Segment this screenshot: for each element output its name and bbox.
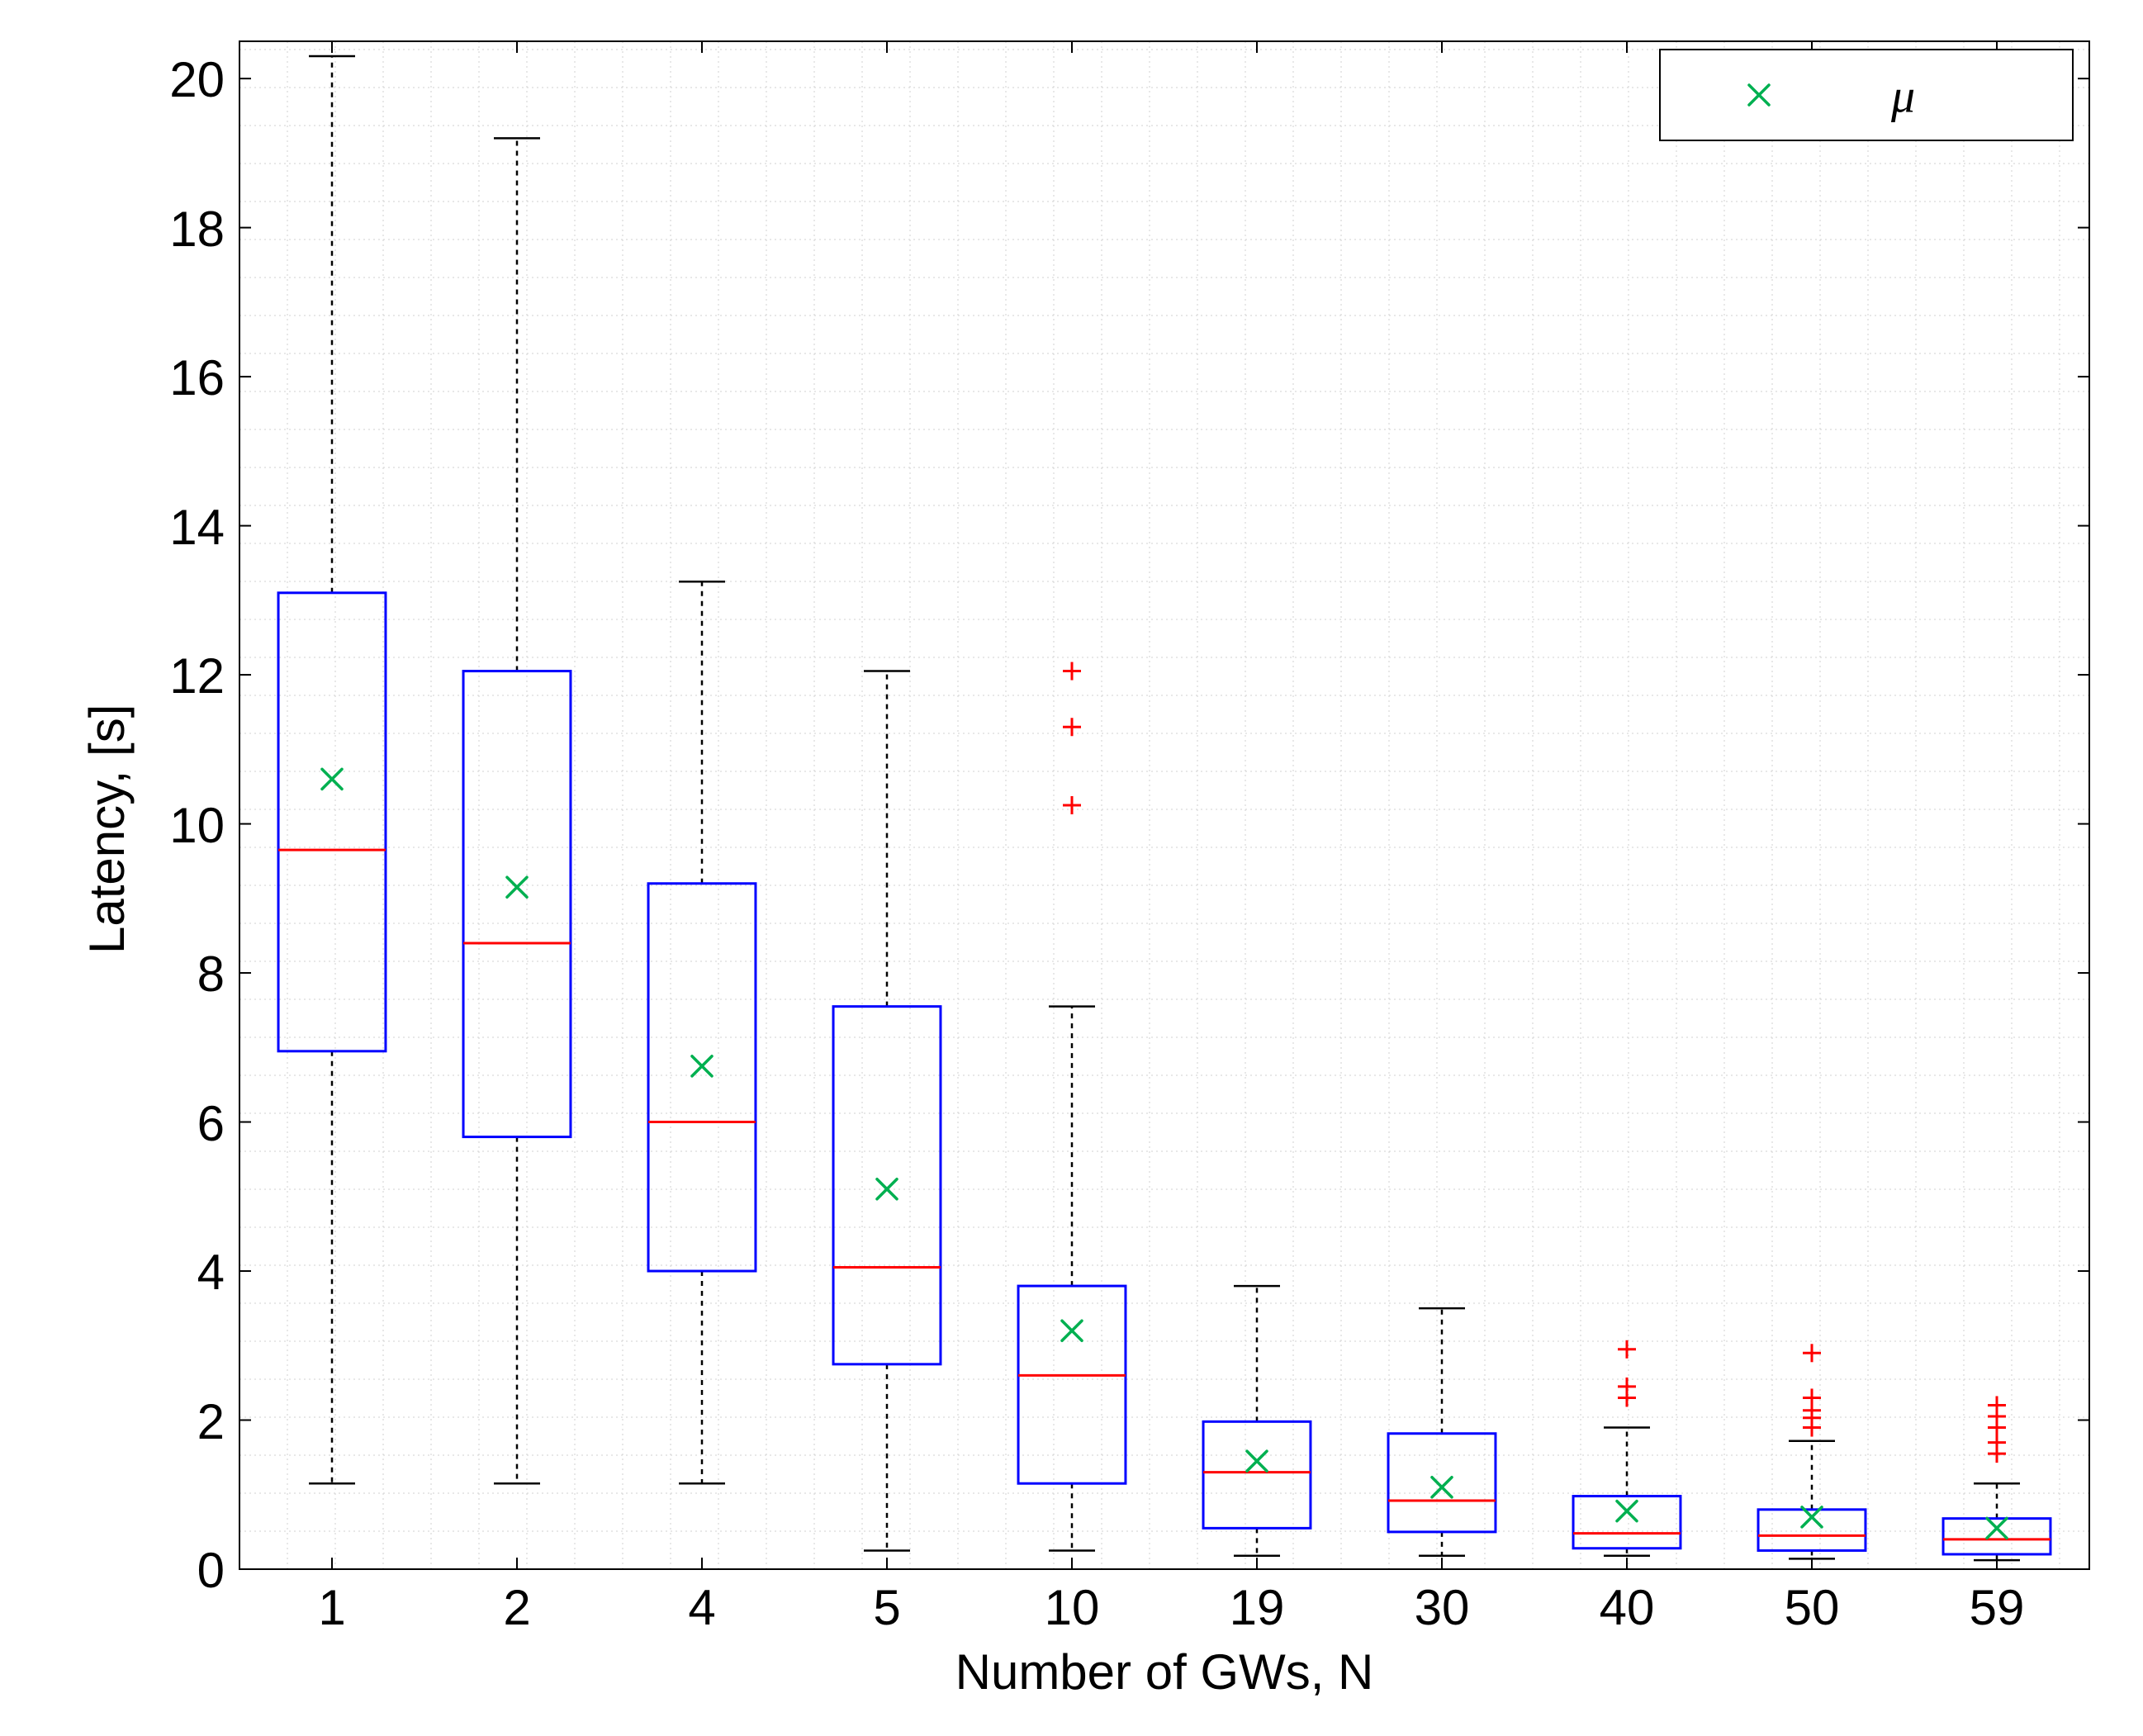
x-tick-label: 30 — [1392, 1579, 1491, 1636]
y-tick-label: 14 — [169, 499, 225, 556]
x-tick-label: 1 — [282, 1579, 382, 1636]
y-tick-label: 4 — [197, 1244, 225, 1301]
chart-svg: μ — [0, 0, 2143, 1732]
boxplot-chart: μ Latency, [s] Number of GWs, N 0 2 4 6 8 10 1… — [0, 0, 2143, 1732]
x-tick-label: 59 — [1947, 1579, 2046, 1636]
x-tick-label: 50 — [1762, 1579, 1861, 1636]
y-tick-label: 16 — [169, 349, 225, 406]
y-tick-label: 0 — [197, 1542, 225, 1599]
x-tick-label: 5 — [837, 1579, 936, 1636]
y-tick-label: 6 — [197, 1095, 225, 1152]
legend-label: μ — [1890, 69, 1915, 122]
y-tick-label: 2 — [197, 1393, 225, 1450]
x-tick-label: 40 — [1577, 1579, 1676, 1636]
y-tick-label: 12 — [169, 647, 225, 704]
x-axis-label: Number of GWs, N — [239, 1644, 2089, 1700]
y-tick-label: 8 — [197, 946, 225, 1003]
y-tick-label: 20 — [169, 51, 225, 108]
x-tick-label: 10 — [1022, 1579, 1121, 1636]
x-tick-label: 4 — [652, 1579, 751, 1636]
y-tick-label: 18 — [169, 201, 225, 258]
y-tick-label: 10 — [169, 797, 225, 854]
y-axis-label: Latency, [s] — [78, 704, 135, 954]
legend-box — [1660, 50, 2073, 140]
x-tick-label: 2 — [467, 1579, 567, 1636]
x-tick-label: 19 — [1207, 1579, 1306, 1636]
